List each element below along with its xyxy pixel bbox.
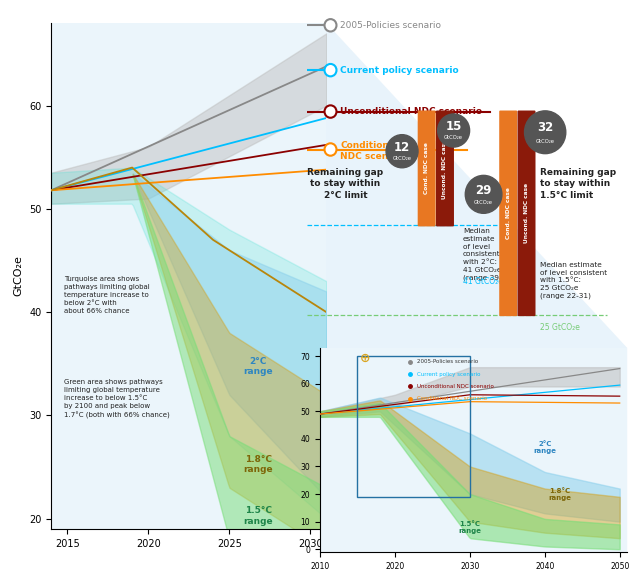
Text: 1.8°C
range: 1.8°C range <box>548 488 572 501</box>
Circle shape <box>525 111 566 154</box>
Text: Median
estimate
of level
consistent
with 2°C:
41 GtCO₂e
(range 39-46): Median estimate of level consistent with… <box>463 228 514 281</box>
Bar <box>358 356 470 497</box>
Text: Unconditional NDC scenario: Unconditional NDC scenario <box>417 384 494 389</box>
Text: Remaining gap
to stay within
1.5°C limit: Remaining gap to stay within 1.5°C limit <box>540 168 616 200</box>
Circle shape <box>324 64 337 76</box>
FancyBboxPatch shape <box>418 110 436 227</box>
Text: 1.8°C
range: 1.8°C range <box>244 455 273 474</box>
Circle shape <box>465 175 502 213</box>
Text: 2°C
range: 2°C range <box>533 440 556 454</box>
Circle shape <box>324 143 337 156</box>
Text: GtCO₂e: GtCO₂e <box>392 156 412 161</box>
Text: 12: 12 <box>394 141 410 154</box>
Text: GtCO₂e: GtCO₂e <box>474 201 493 205</box>
Text: 2005-Policies scenario: 2005-Policies scenario <box>340 21 442 30</box>
Text: Cond. NDC case: Cond. NDC case <box>506 187 511 239</box>
Text: Uncond. NDC case: Uncond. NDC case <box>442 139 447 198</box>
Text: Conditional NDC scenario: Conditional NDC scenario <box>417 396 488 401</box>
Text: Remaining gap
to stay within
2°C limit: Remaining gap to stay within 2°C limit <box>307 168 383 200</box>
Y-axis label: GtCO₂e: GtCO₂e <box>13 255 24 297</box>
Text: 15: 15 <box>445 120 462 133</box>
Circle shape <box>386 135 418 168</box>
Text: ⊕: ⊕ <box>360 352 370 365</box>
FancyBboxPatch shape <box>436 110 454 227</box>
Text: 25 GtCO₂e: 25 GtCO₂e <box>540 323 580 332</box>
Text: 29: 29 <box>476 183 492 197</box>
Text: 32: 32 <box>537 121 553 134</box>
Text: GtCO₂e: GtCO₂e <box>536 139 555 144</box>
Text: Unconditional NDC scenario: Unconditional NDC scenario <box>340 107 483 116</box>
FancyBboxPatch shape <box>499 110 517 316</box>
Text: Current policy scenario: Current policy scenario <box>340 66 459 75</box>
Circle shape <box>438 114 470 147</box>
Text: Median estimate
of level consistent
with 1.5°C:
25 GtCO₂e
(range 22-31): Median estimate of level consistent with… <box>540 262 607 300</box>
Text: Current policy scenario: Current policy scenario <box>417 371 481 377</box>
Circle shape <box>324 19 337 32</box>
Text: Green area shows pathways
limiting global temperature
increase to below 1.5°C
by: Green area shows pathways limiting globa… <box>64 380 170 419</box>
Text: GtCO₂e: GtCO₂e <box>444 136 463 140</box>
Text: 1.5°C
range: 1.5°C range <box>244 507 273 526</box>
Text: Conditional
NDC scenario: Conditional NDC scenario <box>340 141 408 161</box>
Text: Cond. NDC case: Cond. NDC case <box>424 143 429 194</box>
Text: Turquoise area shows
pathways limiting global
temperature increase to
below 2°C : Turquoise area shows pathways limiting g… <box>64 276 150 314</box>
Text: Uncond. NDC case: Uncond. NDC case <box>524 183 529 243</box>
Text: 2005-Policies scenario: 2005-Policies scenario <box>417 359 479 364</box>
Text: 2°C
range: 2°C range <box>244 356 273 376</box>
Text: 41 GtCO₂e: 41 GtCO₂e <box>463 277 503 286</box>
Polygon shape <box>192 23 627 552</box>
Circle shape <box>324 105 337 118</box>
Text: 1.5°C
range: 1.5°C range <box>458 521 481 534</box>
FancyBboxPatch shape <box>518 110 536 316</box>
